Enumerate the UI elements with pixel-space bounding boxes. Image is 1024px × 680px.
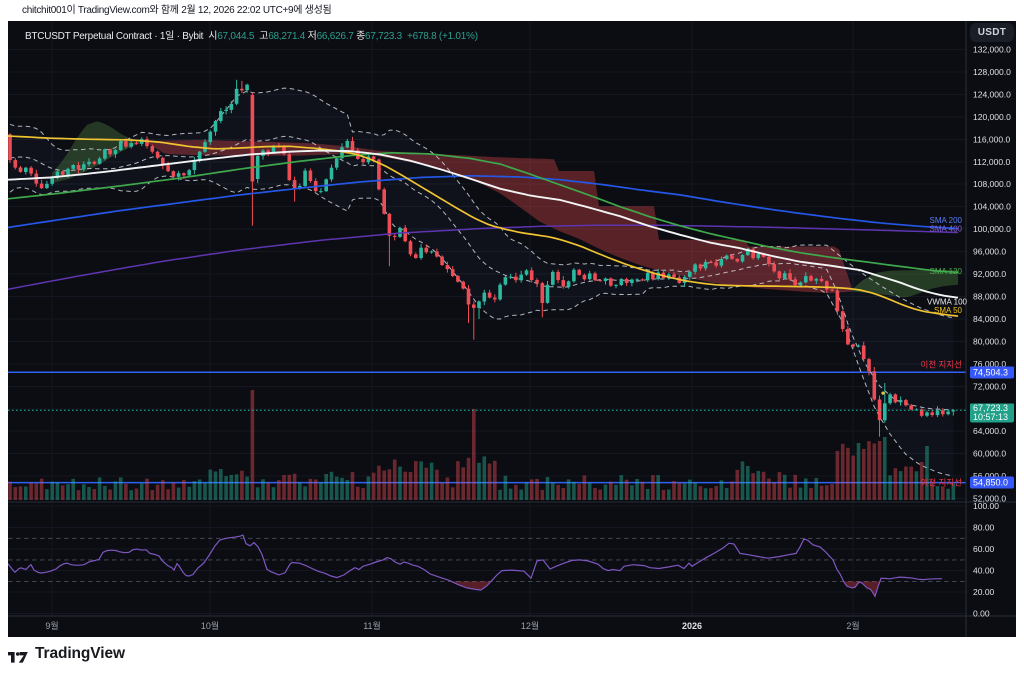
svg-text:52,000.0: 52,000.0 [973,494,1006,504]
svg-text:40.00: 40.00 [973,566,995,576]
svg-text:SMA 50: SMA 50 [934,306,963,315]
svg-text:128,000.0: 128,000.0 [973,67,1011,77]
svg-text:VWMA 100: VWMA 100 [927,298,968,307]
svg-text:100,000.0: 100,000.0 [973,224,1011,234]
svg-text:SMA 200: SMA 200 [930,216,963,225]
svg-text:이전 지지선: 이전 지지선 [921,478,962,488]
svg-text:12월: 12월 [521,620,539,631]
svg-text:60.00: 60.00 [973,544,995,554]
svg-text:124,000.0: 124,000.0 [973,89,1011,99]
svg-text:104,000.0: 104,000.0 [973,202,1011,212]
svg-text:132,000.0: 132,000.0 [973,45,1011,55]
svg-text:10:57:13: 10:57:13 [973,412,1008,422]
svg-text:64,000.0: 64,000.0 [973,426,1006,436]
svg-text:2026: 2026 [682,621,702,631]
svg-text:60,000.0: 60,000.0 [973,449,1006,459]
svg-text:10월: 10월 [201,620,219,631]
svg-text:120,000.0: 120,000.0 [973,112,1011,122]
svg-text:100.00: 100.00 [973,501,999,511]
svg-text:72,000.0: 72,000.0 [973,381,1006,391]
svg-text:56,000.0: 56,000.0 [973,471,1006,481]
svg-text:84,000.0: 84,000.0 [973,314,1006,324]
svg-text:54,850.0: 54,850.0 [973,478,1008,488]
svg-text:이전 지지선: 이전 지지선 [921,359,962,369]
svg-text:11월: 11월 [363,620,381,631]
svg-text:76,000.0: 76,000.0 [973,359,1006,369]
svg-text:67,723.3: 67,723.3 [973,403,1008,413]
svg-text:9월: 9월 [45,620,58,631]
svg-text:2월: 2월 [846,620,859,631]
svg-text:108,000.0: 108,000.0 [973,179,1011,189]
svg-text:0.00: 0.00 [973,609,990,619]
svg-text:80.00: 80.00 [973,523,995,533]
svg-text:96,000.0: 96,000.0 [973,247,1006,257]
svg-text:74,504.3: 74,504.3 [973,367,1008,377]
svg-text:116,000.0: 116,000.0 [973,134,1010,144]
svg-text:80,000.0: 80,000.0 [973,336,1006,346]
svg-text:88,000.0: 88,000.0 [973,292,1006,302]
svg-text:112,000.0: 112,000.0 [973,157,1010,167]
svg-text:92,000.0: 92,000.0 [973,269,1006,279]
svg-text:SMA 120: SMA 120 [930,267,963,276]
svg-text:SMA 400: SMA 400 [930,225,963,234]
svg-text:20.00: 20.00 [973,587,995,597]
